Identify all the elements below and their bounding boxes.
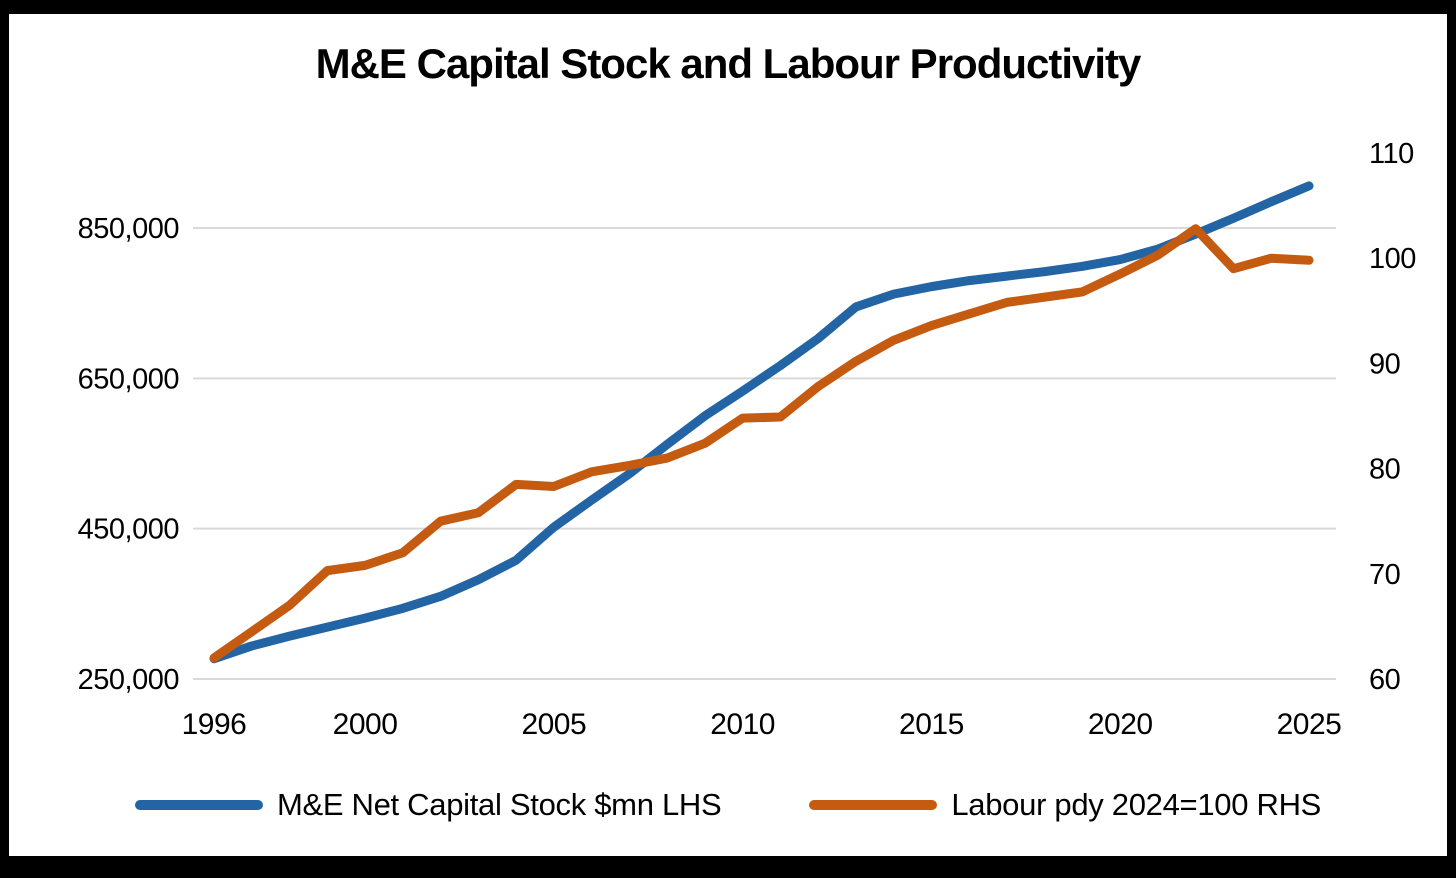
right-axis-tick-label: 110 <box>1369 138 1414 170</box>
left-axis-tick-label: 450,000 <box>78 514 179 546</box>
left-axis-tick-label: 850,000 <box>78 213 179 245</box>
right-axis-tick-label: 70 <box>1369 559 1400 591</box>
x-axis-tick-label: 2020 <box>1088 708 1153 741</box>
left-axis-tick-label: 250,000 <box>78 664 179 696</box>
plot-area: 250,000 450,000 650,000 850,000 60 70 80 90 100 1… <box>78 138 1417 741</box>
chart-title: M&E Capital Stock and Labour Productivit… <box>315 40 1142 87</box>
legend-item-productivity: Labour pdy 2024=100 RHS <box>809 787 1321 823</box>
x-axis-tick-label: 2015 <box>899 708 964 741</box>
left-axis-tick-label: 650,000 <box>78 363 179 395</box>
series-line-productivity <box>209 224 1314 663</box>
x-axis-tick-label: 2005 <box>521 708 586 741</box>
chart-canvas: M&E Capital Stock and Labour Productivit… <box>9 14 1447 856</box>
x-axis-tick-label: 2025 <box>1277 708 1342 741</box>
legend-label-capital-stock: M&E Net Capital Stock $mn LHS <box>276 787 722 822</box>
right-axis-tick-label: 90 <box>1369 348 1400 380</box>
legend-label-productivity: Labour pdy 2024=100 RHS <box>951 787 1322 822</box>
series-line-capital-stock <box>209 181 1314 664</box>
legend-line-capital-stock-icon <box>134 800 263 810</box>
legend: M&E Net Capital Stock $mn LHS Labour pdy… <box>9 787 1447 823</box>
right-axis-tick-label: 60 <box>1369 664 1400 696</box>
legend-item-capital-stock: M&E Net Capital Stock $mn LHS <box>134 787 722 823</box>
x-axis-tick-label: 2000 <box>333 708 398 741</box>
right-axis-tick-label: 100 <box>1369 243 1416 275</box>
right-axis-tick-label: 80 <box>1369 454 1400 486</box>
legend-line-productivity-icon <box>809 800 938 810</box>
x-axis-tick-label: 1996 <box>182 708 247 741</box>
x-axis-tick-label: 2010 <box>710 708 775 741</box>
